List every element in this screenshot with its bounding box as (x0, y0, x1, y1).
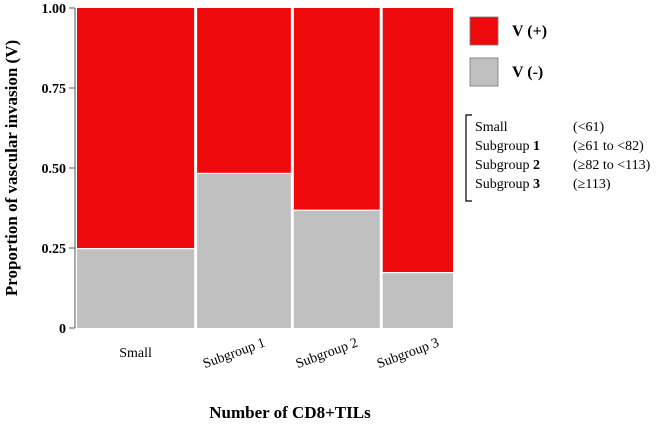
bar-segment (197, 172, 291, 328)
definition-range: (≥113) (573, 177, 611, 192)
definition-range: (<61) (573, 120, 605, 135)
x-tick-label: Subgroup 1 (201, 336, 267, 372)
x-tick-label: Small (119, 346, 152, 361)
x-axis: Small Subgroup 1 Subgroup 2 Subgroup 3 (119, 336, 441, 372)
bar-segment (77, 8, 195, 248)
bar-segment (197, 8, 291, 173)
legend-swatch (469, 16, 499, 46)
legend-swatch (469, 57, 499, 87)
bar-segment (293, 209, 380, 328)
definition-name: Subgroup 2 (475, 158, 540, 173)
legend: V (+) V (-) (469, 16, 547, 87)
y-tick-label: 0.25 (42, 242, 67, 257)
definition-range: (≥61 to <82) (573, 139, 644, 154)
subgroup-definitions: Small (<61) Subgroup 1 (≥61 to <82) Subgroup… (465, 114, 651, 202)
y-tick-label: 0 (59, 322, 66, 337)
definition-range: (≥82 to <113) (573, 158, 651, 173)
bar-segment (382, 272, 453, 328)
y-tick-label: 1.00 (42, 2, 67, 17)
plot-area (77, 8, 453, 328)
legend-label: V (+) (512, 23, 547, 40)
y-axis-title: Proportion of vascular invasion (V) (2, 40, 21, 296)
x-tick-label: Subgroup 3 (375, 336, 441, 372)
y-tick-label: 0.75 (42, 82, 67, 97)
bar-segment (382, 8, 453, 272)
x-axis-title: Number of CD8+TILs (209, 403, 371, 422)
definition-name: Subgroup 1 (475, 139, 540, 154)
definitions-bracket (465, 114, 472, 202)
legend-label: V (-) (512, 64, 543, 81)
bar-segment (293, 8, 380, 210)
y-tick-label: 0.50 (42, 162, 67, 177)
definition-name: Small (475, 120, 508, 135)
y-axis: 0 0.25 0.50 0.75 1.00 (42, 2, 76, 337)
x-tick-label: Subgroup 2 (294, 336, 360, 372)
bar-segment (77, 248, 195, 328)
definition-name: Subgroup 3 (475, 177, 540, 192)
